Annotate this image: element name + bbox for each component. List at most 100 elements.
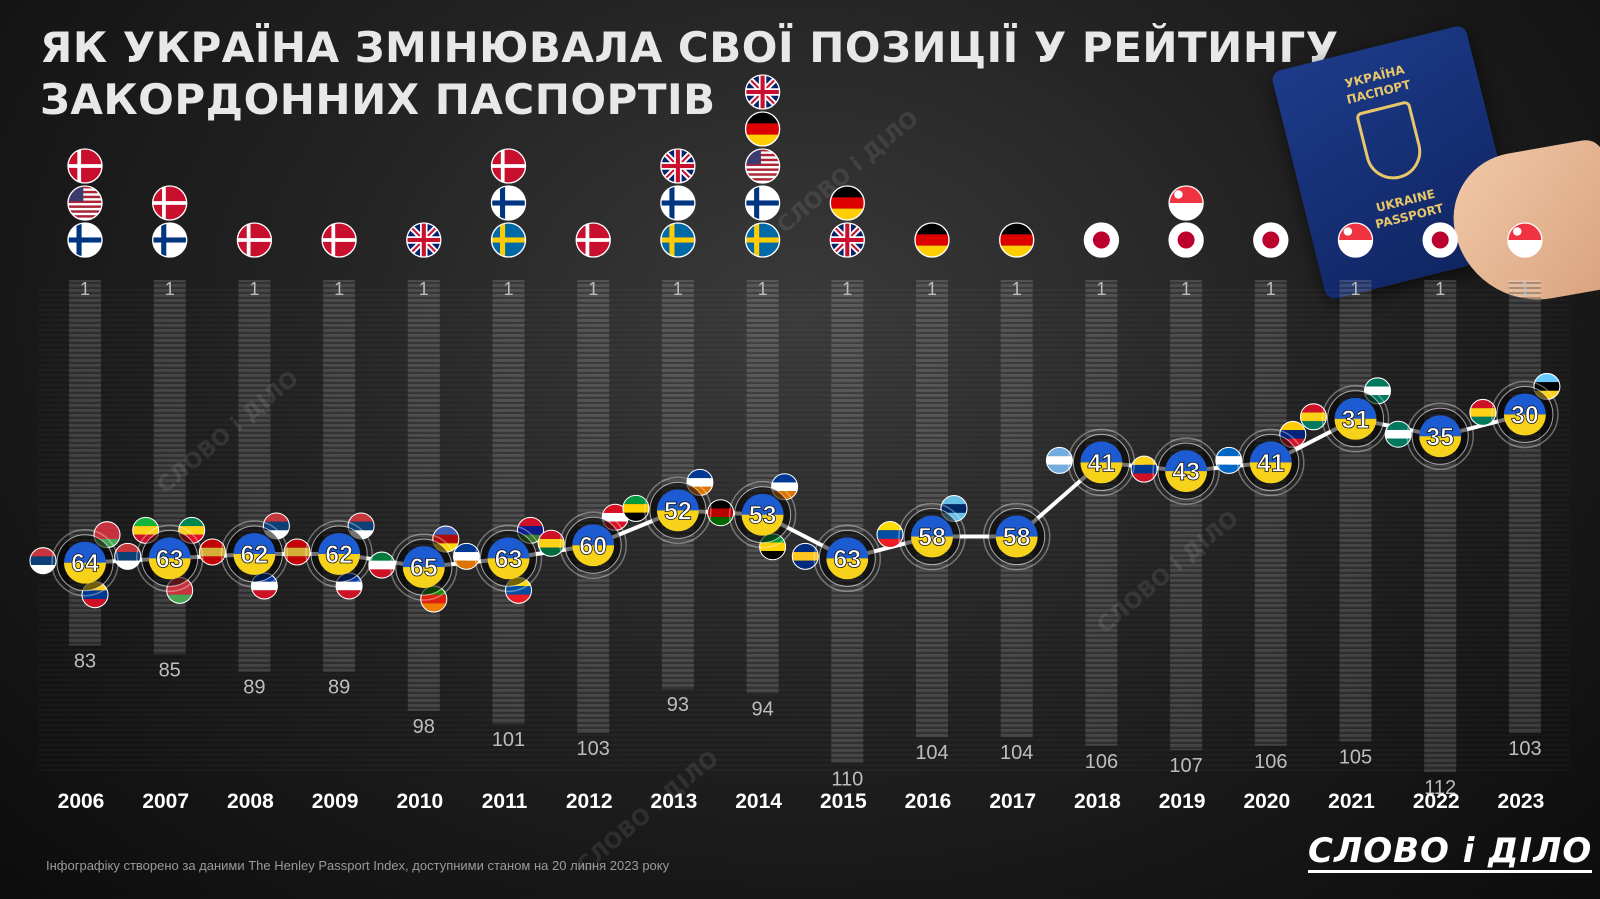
ukraine-rank-label: 53 <box>749 502 777 530</box>
brand-logo: СЛОВО і ДІЛО <box>1308 831 1593 873</box>
ukraine-rank-label: 63 <box>156 545 184 573</box>
japan-flag-icon <box>1168 222 1204 258</box>
finland-flag-icon <box>152 222 188 258</box>
nauru-flag-icon <box>791 542 819 570</box>
ukraine-rank-point: 62 <box>305 520 373 588</box>
year-column <box>1000 280 1033 738</box>
top-rank-label: 1 <box>1520 279 1530 299</box>
ukraine-rank-point: 41 <box>1067 428 1136 497</box>
ukraine-rank-label: 58 <box>918 524 946 552</box>
ukraine-rank-label: 30 <box>1511 401 1539 429</box>
last-rank-label: 104 <box>1000 742 1033 764</box>
sweden-flag-icon <box>744 222 781 258</box>
ghana-flag-icon <box>537 529 565 557</box>
source-note: Інфографіку створено за даними The Henle… <box>46 858 670 873</box>
ukraine-rank-point: 52 <box>644 476 712 545</box>
ecuador-flag-icon <box>876 521 904 549</box>
argentina-flag-icon <box>1045 446 1073 474</box>
singapore-flag-icon <box>1168 185 1204 221</box>
kenya-flag-icon <box>707 499 735 527</box>
finland-flag-icon <box>744 185 781 221</box>
year-label: 2014 <box>735 790 782 813</box>
denmark-flag-icon <box>321 222 357 258</box>
ukraine-rank-point: 65 <box>390 533 458 601</box>
year-label: 2007 <box>142 790 189 813</box>
top-rank-label: 1 <box>1435 279 1445 299</box>
denmark-flag-icon <box>575 222 611 258</box>
germany-flag-icon <box>999 222 1035 258</box>
last-rank-label: 83 <box>74 651 96 673</box>
ukraine-rank-point: 63 <box>813 524 882 593</box>
ukraine-rank-point: 35 <box>1406 402 1474 471</box>
year-label: 2021 <box>1328 790 1375 813</box>
usa-flag-icon <box>67 185 103 221</box>
year-column <box>831 280 864 764</box>
year-label: 2016 <box>905 790 952 813</box>
last-rank-label: 103 <box>1508 738 1541 760</box>
year-label: 2018 <box>1074 790 1121 813</box>
ukraine-rank-label: 63 <box>833 545 861 573</box>
top-rank-label: 1 <box>419 279 429 299</box>
last-rank-label: 104 <box>915 742 948 764</box>
top-rank-label: 1 <box>1266 279 1276 299</box>
year-column <box>69 280 101 646</box>
last-rank-label: 107 <box>1169 755 1202 777</box>
singapore-flag-icon <box>1507 222 1543 258</box>
last-rank-label: 106 <box>1254 751 1287 773</box>
last-rank-label: 103 <box>577 738 610 760</box>
year-column <box>407 280 440 711</box>
japan-flag-icon <box>1083 222 1120 258</box>
grenada-flag-icon <box>1299 403 1328 431</box>
ukraine-rank-label: 62 <box>240 541 268 569</box>
top-rank-label: 1 <box>249 279 259 299</box>
ukraine-rank-label: 65 <box>410 554 438 582</box>
montenegro-flag-icon <box>198 538 226 566</box>
last-rank-label: 89 <box>243 677 265 699</box>
year-label: 2019 <box>1159 790 1206 813</box>
year-column <box>1085 280 1118 746</box>
jamaica-flag-icon <box>622 494 650 522</box>
year-label: 2020 <box>1243 790 1290 813</box>
finland-flag-icon <box>67 222 103 258</box>
top-rank-label: 1 <box>165 279 175 299</box>
singapore-flag-icon <box>1337 222 1374 258</box>
marshall-islands-flag-icon <box>452 542 481 570</box>
serbia-flag-icon <box>29 547 57 575</box>
year-column <box>238 280 271 672</box>
usa-flag-icon <box>744 148 781 184</box>
montenegro-flag-icon <box>283 538 311 566</box>
denmark-flag-icon <box>236 222 273 258</box>
last-rank-label: 112 <box>1424 777 1456 799</box>
title-line-1: ЯК УКРАЇНА ЗМІНЮВАЛА СВОЇ ПОЗИЦІЇ У РЕЙТ… <box>40 23 1339 72</box>
top-rank-label: 1 <box>758 279 768 299</box>
uk-flag-icon <box>744 74 781 110</box>
year-column <box>577 280 610 733</box>
denmark-flag-icon <box>152 185 188 221</box>
top-rank-label: 1 <box>334 279 344 299</box>
uk-flag-icon <box>829 222 865 258</box>
ukraine-rank-point: 60 <box>559 511 627 580</box>
year-label: 2023 <box>1498 790 1545 813</box>
finland-flag-icon <box>490 185 527 221</box>
top-rank-label: 1 <box>1181 279 1191 299</box>
year-label: 2017 <box>989 790 1036 813</box>
denmark-flag-icon <box>490 148 527 184</box>
ukraine-rank-label: 52 <box>664 497 692 525</box>
macao-flag-icon <box>1384 420 1412 448</box>
year-label: 2009 <box>312 790 359 813</box>
grenada-flag-icon <box>1469 398 1497 426</box>
year-label: 2006 <box>58 790 105 813</box>
ukraine-rank-point: 62 <box>220 520 289 588</box>
nicaragua-flag-icon <box>1215 446 1243 474</box>
last-rank-label: 101 <box>492 729 525 751</box>
uk-flag-icon <box>660 148 696 184</box>
ukraine-rank-label: 58 <box>1003 524 1031 552</box>
ukraine-rank-label: 60 <box>579 532 607 560</box>
ukraine-rank-point: 53 <box>728 480 797 549</box>
germany-flag-icon <box>744 111 781 147</box>
top-rank-label: 1 <box>1012 279 1022 299</box>
ukraine-rank-point: 63 <box>474 524 543 593</box>
year-label: 2011 <box>482 790 528 813</box>
ukraine-rank-point: 58 <box>898 502 966 571</box>
kuwait-flag-icon <box>368 551 396 579</box>
